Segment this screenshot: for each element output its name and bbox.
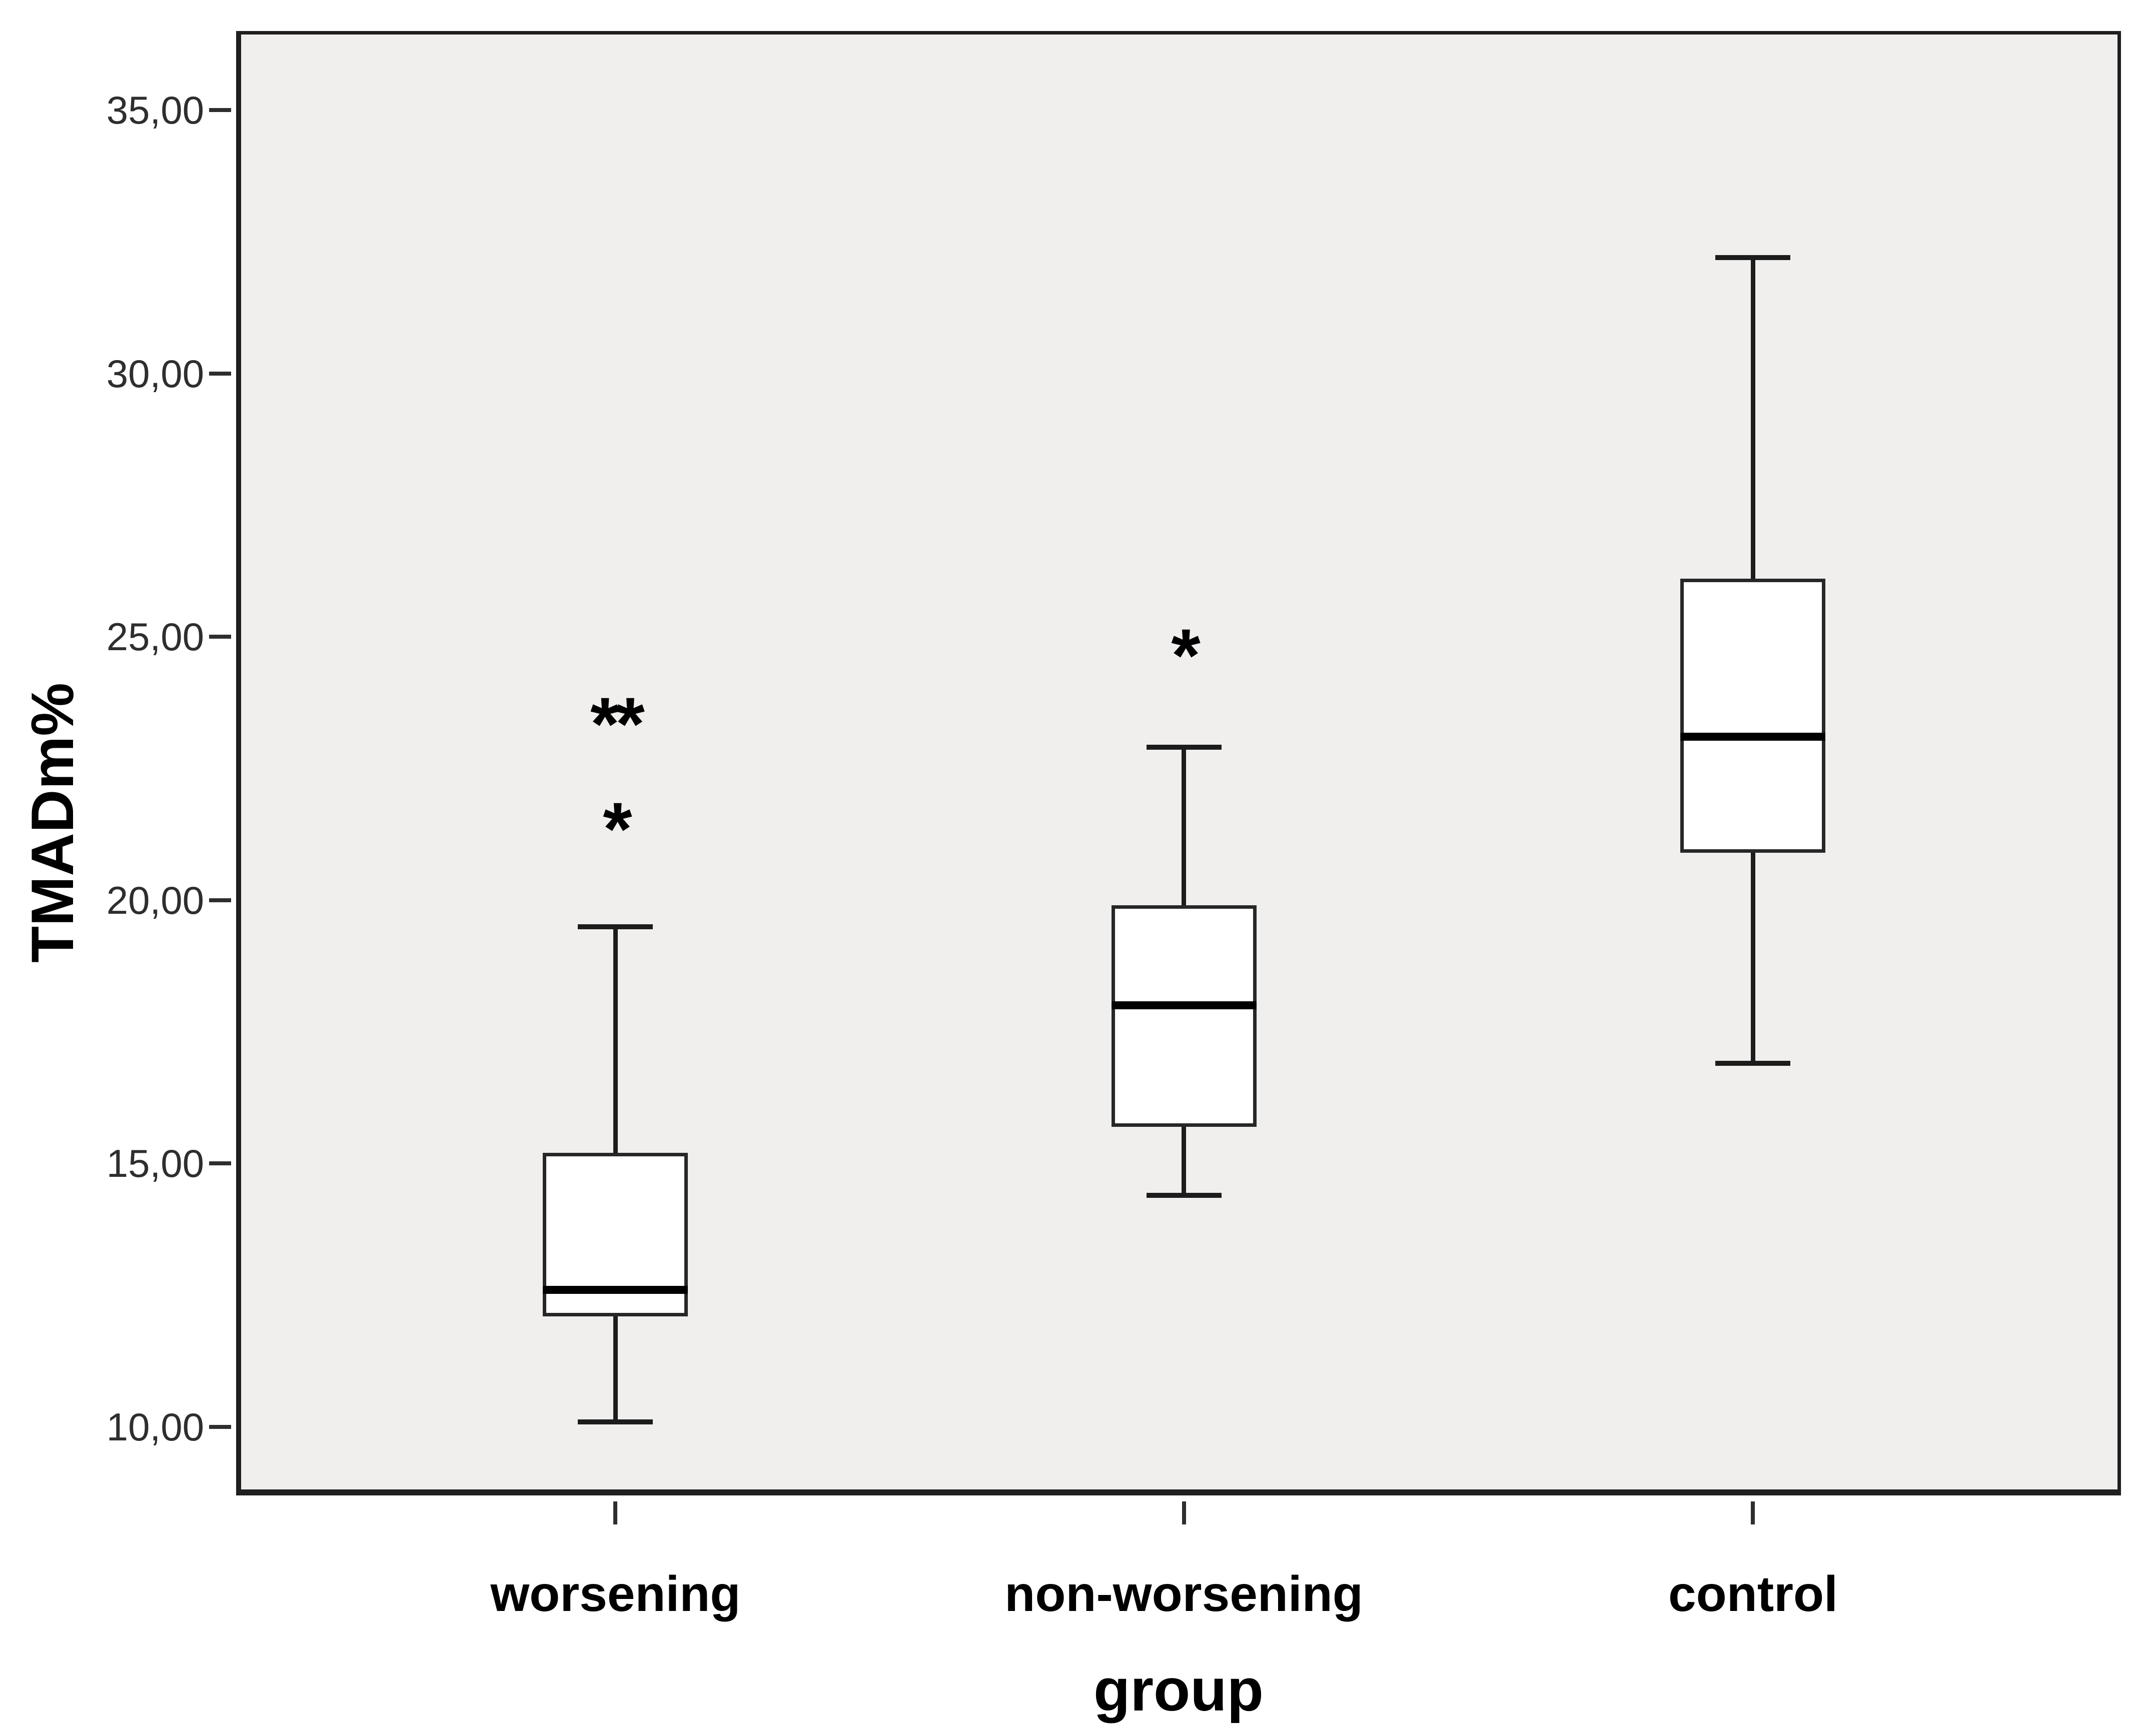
lower-whisker [613,1316,618,1422]
upper-whisker [1182,747,1187,906]
y-tick-label: 25,00 [106,615,204,659]
lower-whisker [1750,853,1755,1064]
median-line [1680,733,1826,741]
outlier-marker: * [603,787,632,871]
y-tick-label: 15,00 [106,1141,204,1186]
iqr-box [1111,905,1257,1127]
y-axis-title: TMADm% [19,683,86,963]
y-tick-label: 35,00 [106,88,204,132]
upper-whisker [1750,257,1755,579]
x-category-label: non-worsening [1004,1566,1363,1622]
y-axis-tick [209,371,231,376]
y-tick-label: 20,00 [106,878,204,922]
y-axis-tick [209,108,231,112]
y-axis-tick [209,1161,231,1166]
x-axis-tick [613,1501,618,1524]
lower-whisker-cap [1146,1192,1222,1198]
plot-area [236,31,2121,1495]
lower-whisker [1182,1126,1187,1195]
upper-whisker [613,926,618,1153]
outlier-marker: * [1171,613,1200,697]
x-category-label: control [1668,1566,1838,1622]
iqr-box [1680,579,1826,853]
x-axis-tick [1182,1501,1186,1524]
x-axis-tick [1751,1501,1755,1524]
y-tick-label: 10,00 [106,1405,204,1449]
y-tick-label: 30,00 [106,351,204,396]
x-category-label: worsening [490,1566,741,1622]
x-axis-title: group [1094,1656,1264,1723]
lower-whisker-cap [578,1419,653,1424]
median-line [543,1286,688,1294]
upper-whisker-cap [1146,745,1222,750]
upper-whisker-cap [578,924,653,929]
lower-whisker-cap [1715,1061,1791,1066]
upper-whisker-cap [1715,255,1791,260]
y-axis-tick [209,635,231,639]
outlier-marker: ** [590,681,645,766]
median-line [1111,1001,1257,1010]
y-axis-tick [209,898,231,902]
y-axis-tick [209,1425,231,1429]
